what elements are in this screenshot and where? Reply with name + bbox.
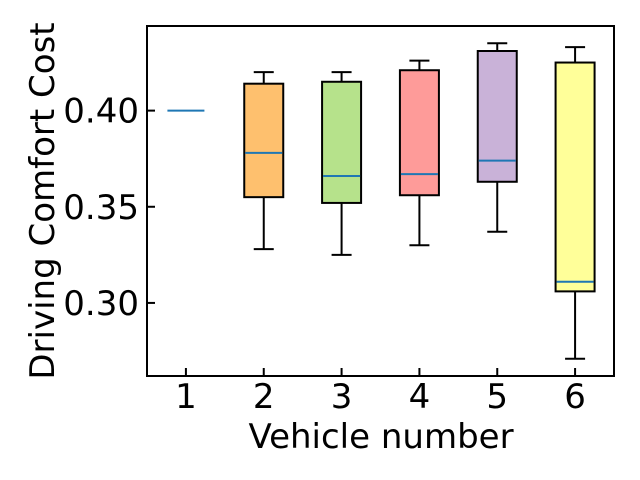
y-axis: 0.30 0.35 0.40	[63, 92, 155, 324]
x-tick-label: 6	[564, 377, 586, 417]
iqr-box	[554, 61, 596, 293]
iqr-box	[398, 69, 440, 197]
box-group-vehicle-3	[321, 71, 363, 256]
x-tick-label: 5	[486, 377, 508, 417]
y-axis-label: Driving Comfort Cost	[23, 22, 63, 379]
box-group-vehicle-4	[398, 59, 440, 247]
x-tick-label: 2	[253, 377, 275, 417]
iqr-box	[243, 82, 285, 199]
plot-frame	[146, 25, 615, 377]
iqr-box	[321, 80, 363, 204]
x-tick-label: 4	[409, 377, 431, 417]
x-tick-label: 3	[331, 377, 353, 417]
x-axis: 1 2 3 4 5 6	[175, 368, 586, 417]
x-tick-label: 1	[175, 377, 197, 417]
y-tick-label: 0.30	[63, 284, 139, 324]
plot-marks	[167, 42, 596, 360]
y-tick-label: 0.40	[63, 92, 139, 132]
x-axis-label: Vehicle number	[248, 417, 513, 457]
iqr-box	[476, 50, 518, 183]
box-group-vehicle-5	[476, 42, 518, 233]
y-tick-label: 0.35	[63, 188, 139, 228]
box-group-vehicle-6	[554, 46, 596, 360]
box-group-vehicle-2	[243, 71, 285, 251]
